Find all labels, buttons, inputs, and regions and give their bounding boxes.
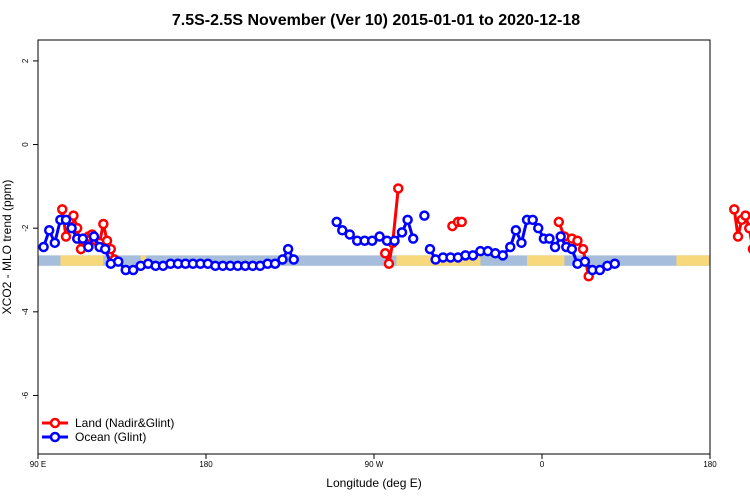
plot-frame	[37, 39, 711, 455]
data-point	[374, 231, 385, 242]
data-point	[282, 243, 294, 255]
x-axis: 90 E 180 90 W 0 180	[30, 454, 717, 469]
land-band-segment	[527, 255, 565, 266]
data-point	[497, 250, 509, 261]
data-point	[337, 225, 348, 236]
data-point	[732, 231, 744, 242]
x-tick-label: 90 E	[30, 460, 46, 469]
legend-marker	[49, 417, 61, 429]
data-point	[60, 214, 72, 226]
data-point	[393, 183, 404, 194]
data-point	[419, 210, 430, 221]
x-axis-label: Longitude (deg E)	[326, 476, 421, 490]
data-point	[467, 250, 479, 261]
data-point	[88, 231, 100, 242]
chart-title: 7.5S-2.5S November (Ver 10) 2015-01-01 t…	[172, 12, 580, 29]
y-axis: 2 0 -2 -4 -6	[21, 58, 38, 399]
data-point	[407, 233, 419, 244]
data-point	[83, 241, 94, 253]
data-point	[505, 241, 516, 253]
data-point	[516, 237, 527, 249]
data-point	[555, 231, 566, 242]
y-tick-label: -6	[21, 391, 30, 399]
data-point	[402, 214, 413, 226]
data-point	[510, 225, 522, 236]
data-point	[99, 243, 111, 255]
data-point	[57, 204, 68, 215]
y-axis-label: XCO2 - MLO trend (ppm)	[0, 180, 14, 315]
data-point	[533, 222, 544, 234]
series-line	[383, 188, 400, 270]
data-point	[396, 227, 408, 238]
y-tick-label: 2	[21, 58, 30, 63]
data-point	[277, 254, 288, 265]
data-point	[60, 231, 72, 242]
data-point	[113, 256, 124, 267]
data-point	[594, 264, 606, 276]
data-point	[566, 243, 578, 255]
legend-label: Ocean (Glint)	[75, 430, 146, 444]
y-tick-label: -2	[21, 224, 30, 232]
data-point	[424, 243, 436, 255]
data-point	[38, 241, 49, 253]
series-layer	[38, 183, 750, 282]
data-point	[269, 258, 281, 269]
data-point	[383, 258, 395, 269]
y-tick-label: -4	[21, 308, 30, 316]
data-point	[288, 254, 299, 265]
data-point	[572, 235, 583, 246]
data-point	[577, 243, 589, 255]
data-point	[549, 241, 561, 253]
x-tick-label: 0	[540, 460, 545, 469]
data-point	[43, 225, 55, 236]
data-point	[66, 222, 77, 234]
data-point	[553, 216, 565, 228]
data-point	[729, 204, 740, 215]
land-band-segment	[140, 255, 147, 266]
data-point	[379, 248, 391, 259]
data-point	[331, 216, 342, 228]
series-ocean	[38, 210, 621, 276]
data-point	[344, 229, 355, 240]
x-tick-label: 90 W	[365, 460, 384, 469]
y-tick-label: 0	[21, 142, 30, 147]
data-point	[49, 237, 61, 249]
data-point	[366, 235, 378, 246]
legend-label: Land (Nadir&Glint)	[75, 416, 174, 430]
data-point	[456, 216, 467, 228]
data-point	[527, 214, 538, 226]
data-point	[740, 210, 750, 221]
data-point	[127, 264, 139, 276]
data-point	[101, 235, 113, 246]
x-tick-label: 180	[703, 460, 717, 469]
data-point	[77, 233, 89, 244]
data-point	[389, 235, 400, 246]
data-point	[579, 256, 591, 267]
x-tick-label: 180	[199, 460, 213, 469]
land-band-segment	[676, 255, 710, 266]
legend-marker	[49, 431, 61, 443]
legend: Land (Nadir&Glint)Ocean (Glint)	[42, 416, 174, 444]
ocean-band	[38, 255, 710, 266]
data-point	[743, 222, 750, 234]
land-band-segment	[60, 255, 104, 266]
data-point	[544, 233, 555, 244]
data-point	[68, 210, 79, 221]
data-point	[98, 218, 109, 230]
data-point	[609, 258, 621, 269]
